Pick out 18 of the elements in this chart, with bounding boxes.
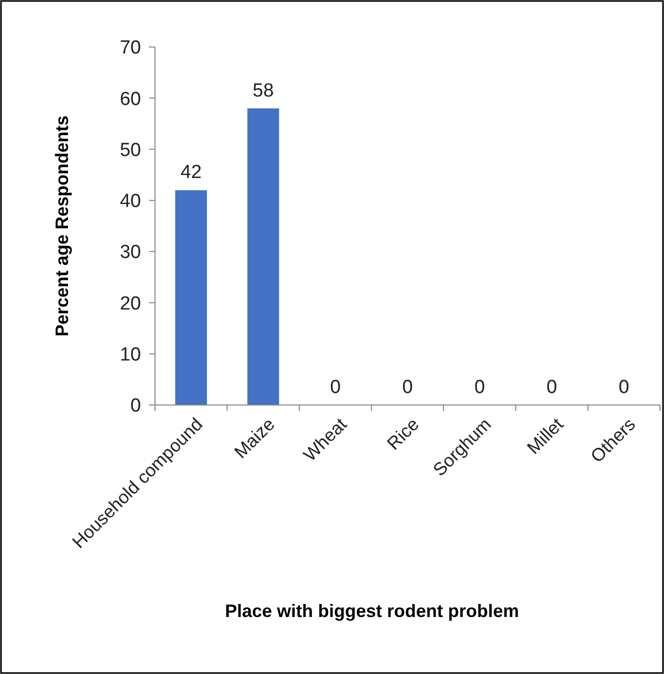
y-tick-label: 50	[120, 140, 141, 161]
x-tick-label: Rice	[383, 414, 423, 454]
y-tick-label: 60	[120, 88, 141, 110]
data-label: 0	[330, 377, 341, 398]
y-tick-label: 70	[120, 38, 141, 59]
y-tick-label: 10	[120, 344, 141, 366]
y-tick-label: 20	[120, 293, 141, 314]
data-label: 0	[402, 377, 413, 398]
y-axis-title: Percent age Respondents	[52, 115, 72, 337]
y-tick-label: 40	[120, 191, 141, 212]
data-label: 58	[252, 80, 274, 102]
y-tick-label: 0	[130, 396, 141, 417]
data-label: 0	[546, 377, 558, 398]
y-tick-label: 30	[120, 242, 141, 264]
x-axis-title: Place with biggest rodent problem	[224, 601, 520, 621]
data-label: 42	[180, 162, 202, 184]
data-label: 0	[618, 377, 630, 398]
data-label: 0	[474, 377, 485, 398]
